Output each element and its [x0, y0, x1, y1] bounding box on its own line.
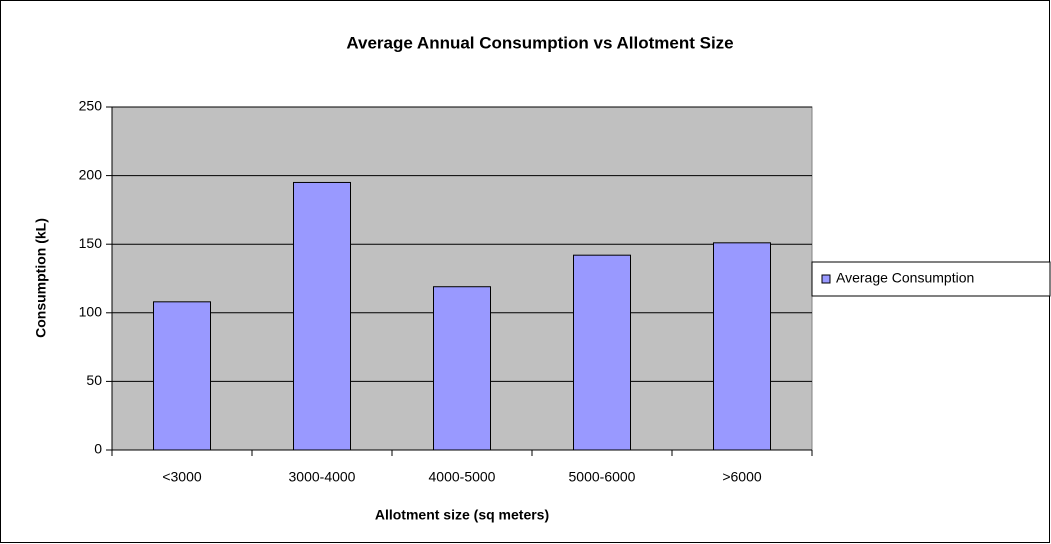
x-tick-label: 5000-6000: [569, 469, 636, 485]
bar: [713, 242, 771, 451]
bar: [293, 181, 351, 451]
x-tick-label: 4000-5000: [429, 469, 496, 485]
legend-swatch: [821, 274, 831, 284]
y-tick-label: 250: [79, 98, 103, 114]
y-tick-label: 50: [86, 372, 102, 388]
y-tick-label: 150: [79, 235, 103, 251]
legend-label: Average Consumption: [836, 270, 974, 286]
legend-box: [811, 261, 1051, 297]
y-axis-title: Consumption (kL): [33, 218, 49, 338]
x-tick-label: >6000: [722, 469, 762, 485]
bar: [433, 286, 491, 451]
y-tick-label: 100: [79, 304, 103, 320]
x-axis-title: Allotment size (sq meters): [375, 507, 549, 523]
x-tick-label: <3000: [162, 469, 202, 485]
bar: [153, 301, 211, 451]
y-tick-label: 0: [94, 441, 102, 457]
bar: [573, 254, 631, 451]
y-tick-label: 200: [79, 166, 103, 182]
x-tick-label: 3000-4000: [289, 469, 356, 485]
chart-title: Average Annual Consumption vs Allotment …: [346, 33, 733, 52]
